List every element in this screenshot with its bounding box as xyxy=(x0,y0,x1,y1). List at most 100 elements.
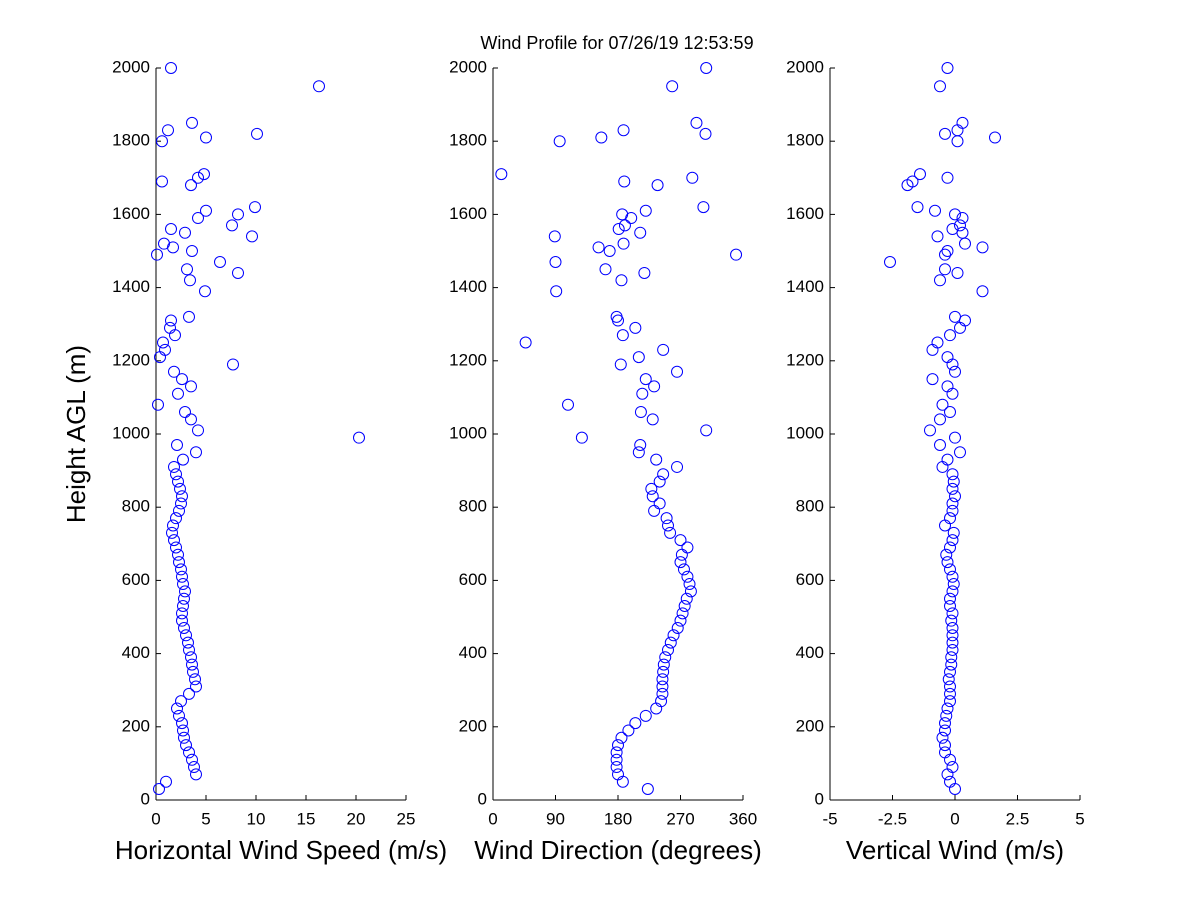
data-point xyxy=(612,739,624,752)
data-point xyxy=(199,285,211,298)
data-point xyxy=(251,127,263,140)
data-point xyxy=(172,548,184,561)
data-point xyxy=(655,695,668,708)
data-point xyxy=(615,731,628,744)
data-point xyxy=(156,175,168,188)
data-point xyxy=(939,717,951,730)
data-point xyxy=(553,135,566,148)
data-point xyxy=(700,424,713,437)
x-tick-label: 0 xyxy=(151,809,160,828)
data-point xyxy=(656,687,669,700)
data-point xyxy=(678,600,691,613)
data-point xyxy=(227,358,239,371)
data-point xyxy=(549,255,562,268)
x-tick-label: 0 xyxy=(488,809,497,828)
data-point xyxy=(934,413,946,426)
data-point xyxy=(179,585,191,598)
y-tick-label: 2000 xyxy=(112,57,150,76)
data-point xyxy=(941,171,954,184)
data-point xyxy=(175,563,187,576)
data-point xyxy=(189,673,201,686)
data-point xyxy=(947,475,960,488)
data-point xyxy=(179,406,191,419)
data-point xyxy=(634,406,647,419)
x-tick-label: 5 xyxy=(1075,809,1084,828)
y-tick-label: 1600 xyxy=(786,204,824,223)
data-point xyxy=(686,171,699,184)
data-point xyxy=(179,226,191,239)
data-point xyxy=(181,263,193,276)
data-point xyxy=(944,512,956,525)
data-point xyxy=(944,329,956,342)
data-point xyxy=(176,614,188,627)
figure-title: Wind Profile for 07/26/19 12:53:59 xyxy=(480,33,753,53)
y-tick-label: 600 xyxy=(459,570,487,589)
data-point xyxy=(911,201,924,214)
data-point xyxy=(944,687,956,700)
data-point xyxy=(926,373,939,386)
data-point xyxy=(183,687,195,700)
data-point xyxy=(946,643,959,656)
data-point xyxy=(690,116,703,129)
data-point xyxy=(941,380,954,393)
data-point xyxy=(934,80,946,93)
data-point xyxy=(214,255,226,268)
y-tick-label: 1000 xyxy=(449,423,487,442)
y-tick-label: 400 xyxy=(122,643,150,662)
x-axis-label: Horizontal Wind Speed (m/s) xyxy=(115,835,447,865)
y-tick-label: 800 xyxy=(122,497,150,516)
data-point xyxy=(639,373,652,386)
data-point xyxy=(671,621,684,634)
data-point xyxy=(657,343,670,356)
data-point xyxy=(186,245,198,257)
data-point xyxy=(653,475,666,488)
data-point xyxy=(171,702,183,715)
data-point xyxy=(941,245,954,257)
data-point xyxy=(612,223,625,236)
data-point xyxy=(681,570,694,583)
data-point xyxy=(959,237,971,250)
data-point xyxy=(232,208,244,221)
y-tick-label: 1800 xyxy=(786,131,824,150)
data-point xyxy=(944,600,956,613)
data-point xyxy=(650,453,663,466)
data-point xyxy=(939,724,951,737)
data-point xyxy=(629,321,642,334)
data-point xyxy=(177,453,189,466)
y-tick-label: 1800 xyxy=(449,131,487,150)
data-point xyxy=(929,204,941,217)
data-point xyxy=(618,175,631,188)
data-point xyxy=(177,600,189,613)
data-point xyxy=(648,380,661,393)
data-point xyxy=(158,237,170,250)
data-point xyxy=(947,526,960,539)
data-point xyxy=(956,212,969,225)
data-point xyxy=(936,398,949,411)
data-point xyxy=(646,490,659,503)
data-point xyxy=(176,607,188,620)
data-point xyxy=(946,482,959,495)
data-point xyxy=(592,241,605,254)
data-point xyxy=(160,775,172,788)
data-point xyxy=(639,709,652,722)
data-point xyxy=(946,636,959,649)
data-point xyxy=(651,179,664,192)
data-point xyxy=(976,241,989,254)
x-tick-label: 0 xyxy=(950,809,959,828)
data-point xyxy=(187,665,199,678)
data-point xyxy=(226,219,238,232)
x-tick-label: 20 xyxy=(347,809,366,828)
data-point xyxy=(638,266,651,279)
data-point xyxy=(192,212,204,225)
data-point xyxy=(249,201,261,214)
data-point xyxy=(175,497,187,510)
data-point xyxy=(182,636,194,649)
data-point xyxy=(657,658,670,671)
data-point xyxy=(683,578,696,591)
data-point xyxy=(185,380,197,393)
data-point xyxy=(353,431,365,444)
data-point xyxy=(667,629,680,642)
data-point xyxy=(680,592,693,605)
